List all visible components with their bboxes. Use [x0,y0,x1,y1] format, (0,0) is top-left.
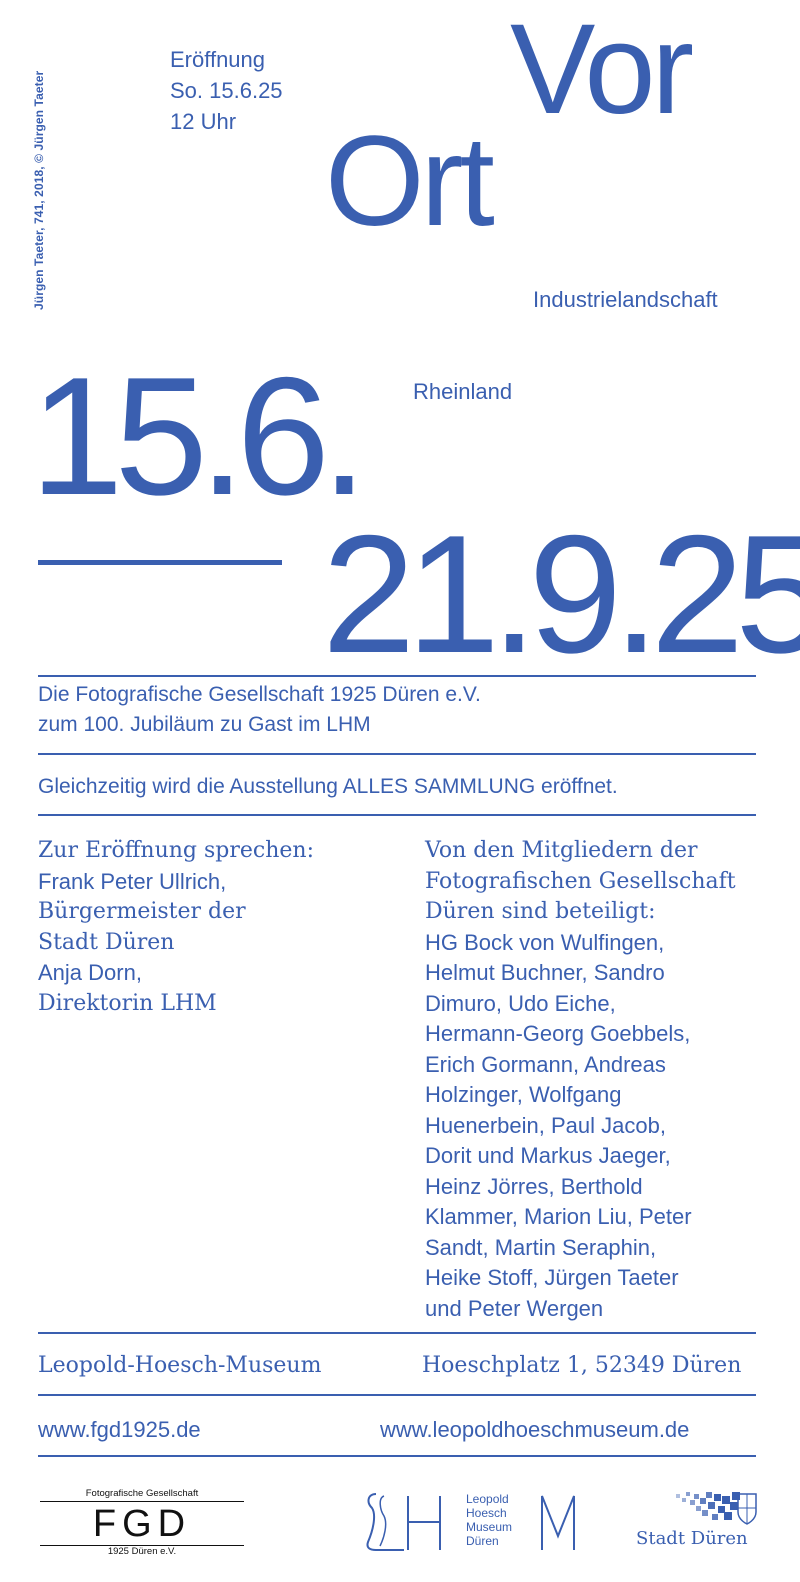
lhm-logo-text: Leopold Hoesch Museum Düren [466,1492,512,1548]
speakers-heading: Zur Eröffnung sprechen: [38,838,314,863]
member-line: Erich Gormann, Andreas [425,1051,666,1077]
fgd-logo: Fotografische Gesellschaft FGD 1925 Düre… [40,1488,244,1557]
fgd-logo-mark: FGD [92,1503,192,1545]
subtitle-rheinland: Rheinland [413,379,513,404]
fgd-logo-rule [40,1545,244,1546]
image-credit: Jürgen Taeter, 741, 2018, © Jürgen Taete… [32,70,46,310]
divider [38,753,756,755]
members-column: Von den Mitgliedern der Fotografischen G… [425,836,770,1324]
member-line: Helmut Buchner, Sandro [425,960,665,985]
member-line: Holzinger, Wolfgang [425,1082,622,1107]
members-heading: Fotografischen Gesellschaft [425,868,736,894]
guest-info-line: Die Fotografische Gesellschaft 1925 Düre… [38,683,481,706]
member-line: Hermann-Georg Goebbels, [425,1021,691,1046]
lhm-logo-line: Düren [466,1534,499,1548]
opening-date: So. 15.6.25 [170,78,283,103]
member-line: Heike Stoff, Jürgen Taeter [425,1265,679,1290]
lhm-website-link[interactable]: www.leopoldhoeschmuseum.de [380,1417,690,1442]
date-end: 21.9.25 [322,500,800,688]
speaker-line: Direktorin LHM [38,990,217,1016]
member-line: und Peter Wergen [425,1295,604,1321]
divider [38,1332,756,1334]
member-line: Huenerbein, Paul Jacob, [425,1112,666,1138]
museum-address: Hoeschplatz 1, 52349 Düren [422,1353,742,1378]
fgd-logo-rule [40,1501,244,1502]
date-start: 15.6. [30,342,368,530]
guest-info-line: zum 100. Jubiläum zu Gast im LHM [38,713,371,736]
title-vor: Vor [510,0,694,141]
member-line: Sandt, Martin Seraphin, [425,1234,657,1260]
speakers-column: Zur Eröffnung sprechen: Frank Peter Ullr… [38,836,398,1019]
lhm-logo-mark-icon [366,1493,575,1551]
title-ort: Ort [325,110,495,253]
speaker-line: Frank Peter Ullrich, [38,868,227,894]
museum-name: Leopold-Hoesch-Museum [38,1353,322,1378]
opening-time: 12 Uhr [170,109,237,134]
divider [38,1455,756,1457]
member-line: Klammer, Marion Liu, Peter [425,1204,692,1229]
stadt-duren-logo: Stadt Düren [634,1488,760,1556]
opening-info: Eröffnung So. 15.6.25 12 Uhr [170,44,283,137]
member-line: Dorit und Markus Jaeger, [425,1143,671,1168]
member-line: HG Bock von Wulfingen, [425,929,665,955]
fgd-logo-bottom: 1925 Düren e.V. [107,1546,177,1557]
members-heading: Von den Mitgliedern der [425,838,698,863]
speaker-line: Anja Dorn, [38,960,142,985]
fgd-website-link[interactable]: www.fgd1925.de [38,1417,201,1442]
subtitle-industrielandschaft: Industrielandschaft [533,287,718,312]
fgd-logo-top: Fotografische Gesellschaft [85,1488,199,1499]
lhm-logo: Leopold Hoesch Museum Düren [362,1488,582,1556]
speaker-line: Bürgermeister der [38,899,246,924]
lhm-logo-line: Leopold [466,1492,509,1506]
date-range-dash [38,560,282,565]
members-heading: Düren sind beteiligt: [425,899,656,924]
divider [38,814,756,816]
lhm-logo-line: Hoesch [466,1506,507,1520]
member-line: Heinz Jörres, Berthold [425,1173,643,1199]
divider [38,675,756,677]
pixel-crest-icon [676,1492,757,1525]
stadt-duren-text: Stadt Düren [636,1528,748,1549]
speaker-line: Stadt Düren [38,929,175,955]
member-line: Dimuro, Udo Eiche, [425,990,616,1016]
divider [38,1394,756,1396]
lhm-logo-line: Museum [466,1520,513,1534]
parallel-exhibition: Gleichzeitig wird die Ausstellung ALLES … [38,775,618,798]
opening-label: Eröffnung [170,47,266,72]
guest-info: Die Fotografische Gesellschaft 1925 Düre… [38,680,481,740]
